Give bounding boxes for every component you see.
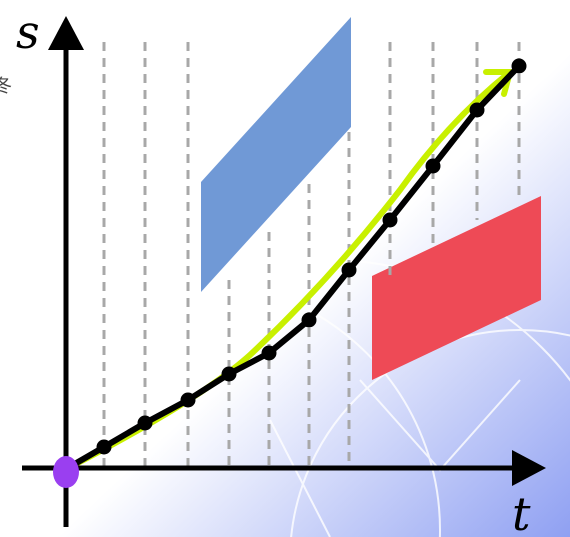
edge-glyph: 冬	[0, 76, 12, 97]
curve-point	[341, 262, 357, 278]
curve-point	[301, 312, 317, 328]
position-curve	[64, 63, 522, 472]
x-axis-arrowhead-icon	[512, 450, 546, 486]
curve-point	[382, 212, 398, 228]
blue-parallelogram	[201, 17, 351, 292]
curve-point	[425, 158, 441, 174]
origin-dot	[53, 456, 79, 488]
y-axis-label: s	[16, 5, 40, 59]
curve-point	[469, 102, 485, 118]
curve-point	[511, 58, 527, 74]
curve-point	[96, 439, 112, 455]
curve-point	[261, 345, 277, 361]
curve-point	[221, 366, 237, 382]
x-axis-label: t	[512, 487, 531, 537]
red-parallelogram	[372, 196, 541, 380]
y-axis-arrowhead-icon	[48, 16, 84, 50]
curve-point	[180, 392, 196, 408]
curve-points	[96, 58, 527, 455]
curve-point	[137, 415, 153, 431]
